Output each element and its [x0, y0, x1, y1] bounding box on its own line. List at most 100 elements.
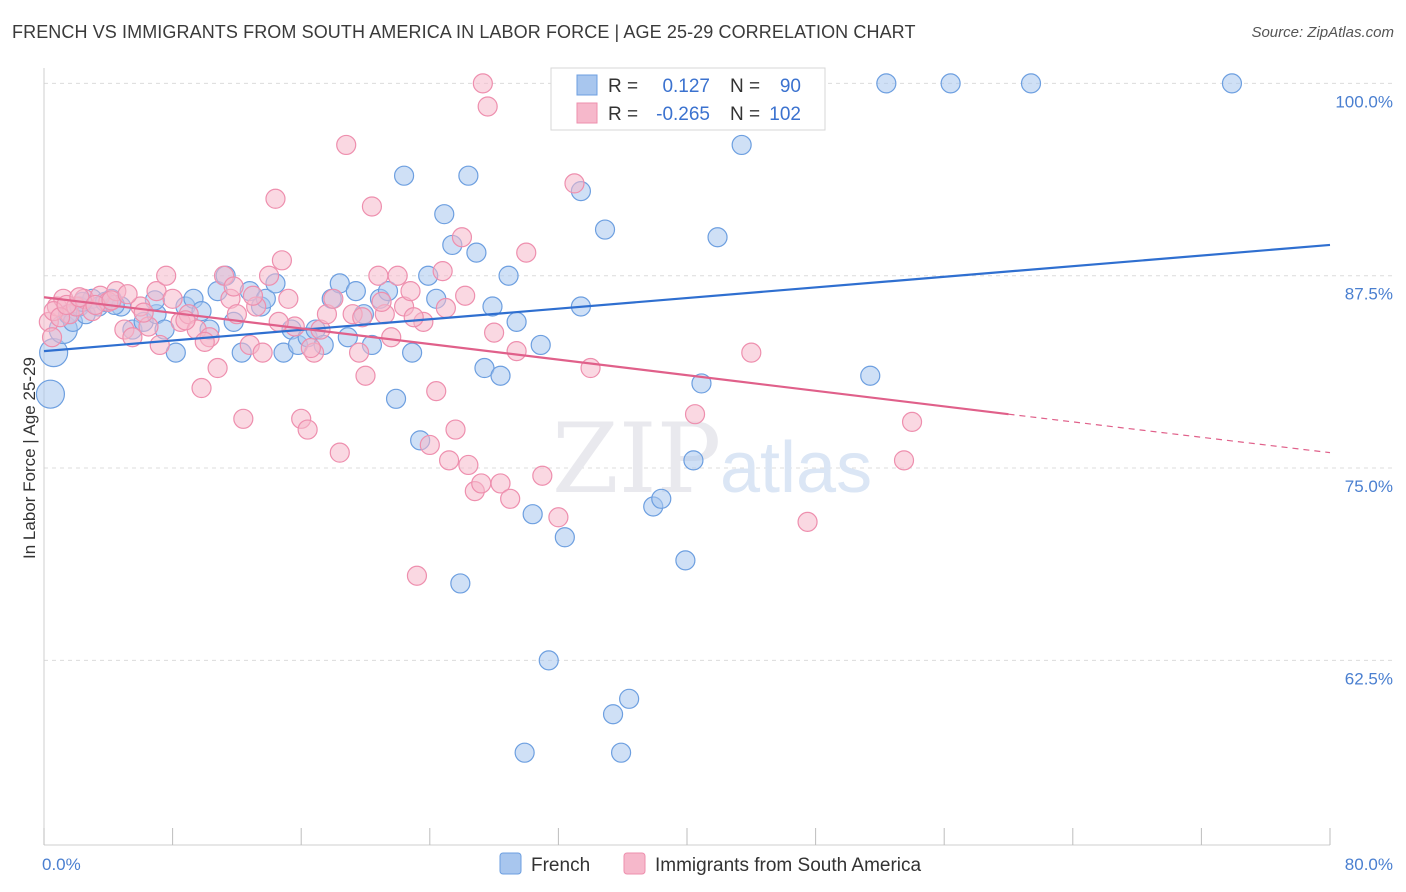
- legend-n-value-french: 90: [780, 76, 801, 97]
- x-tick-label: 0.0%: [42, 855, 81, 874]
- data-point: [506, 341, 527, 362]
- data-point: [385, 388, 407, 409]
- data-point: [797, 511, 818, 532]
- trend-line-extension: [1008, 413, 1331, 454]
- data-point: [477, 96, 498, 117]
- data-point: [258, 265, 280, 286]
- chart-title: FRENCH VS IMMIGRANTS FROM SOUTH AMERICA …: [12, 22, 916, 42]
- data-point: [41, 327, 63, 348]
- data-point: [893, 450, 915, 471]
- data-point: [435, 297, 456, 319]
- data-point: [162, 288, 183, 309]
- gridlines: [44, 82, 1392, 661]
- data-point: [403, 307, 424, 328]
- data-point: [361, 196, 383, 217]
- x-tick-label: 80.0%: [1345, 855, 1393, 874]
- data-point: [329, 442, 350, 463]
- data-point: [610, 742, 632, 763]
- y-tick-label: 62.5%: [1345, 669, 1393, 688]
- data-point: [426, 381, 447, 402]
- data-point: [472, 73, 493, 94]
- data-point: [297, 419, 318, 440]
- trend-lines: [43, 243, 1331, 454]
- data-point: [191, 377, 212, 399]
- data-point: [594, 219, 616, 240]
- data-point: [265, 188, 286, 209]
- data-point: [741, 342, 762, 363]
- data-point: [268, 311, 289, 332]
- watermark: ZIP atlas: [552, 403, 872, 515]
- data-point: [564, 173, 585, 194]
- data-point: [580, 357, 601, 379]
- data-point: [474, 357, 495, 379]
- data-point: [500, 488, 521, 509]
- y-tick-label: 75.0%: [1345, 477, 1393, 496]
- data-point: [619, 688, 640, 709]
- data-point: [602, 704, 624, 725]
- legend-swatch-immigrants: [576, 102, 598, 124]
- data-point: [484, 322, 505, 343]
- data-point: [345, 280, 366, 302]
- data-point: [1020, 73, 1042, 94]
- data-point: [940, 73, 961, 94]
- data-point: [355, 365, 376, 386]
- data-point: [455, 285, 476, 306]
- watermark-atlas: atlas: [720, 428, 872, 508]
- data-point: [438, 450, 460, 471]
- data-point: [471, 473, 492, 494]
- data-point: [242, 285, 264, 306]
- data-point: [691, 373, 712, 394]
- data-point: [538, 650, 559, 671]
- data-point: [651, 488, 672, 509]
- legend-r-label-french: R =: [608, 76, 638, 97]
- bottom-legend-swatch-immigrants: [623, 852, 646, 875]
- data-point: [252, 342, 273, 363]
- data-point: [117, 284, 138, 305]
- data-point: [149, 334, 170, 356]
- data-point: [522, 504, 543, 525]
- data-point: [419, 434, 440, 456]
- legend-r-value-immigrants: -0.265: [656, 104, 710, 125]
- data-point: [278, 288, 299, 309]
- data-point: [458, 454, 479, 476]
- data-point: [226, 304, 247, 325]
- bottom-legend-label-french: French: [531, 855, 590, 876]
- data-point: [348, 342, 370, 363]
- data-point: [434, 204, 455, 225]
- stats-legend: R = 0.127 N = 90 R = -0.265 N = 102: [550, 67, 826, 131]
- data-point: [451, 227, 473, 248]
- data-point: [336, 134, 357, 156]
- data-point: [223, 276, 244, 297]
- data-point: [731, 134, 752, 156]
- legend-n-value-immigrants: 102: [769, 104, 801, 125]
- data-point: [146, 280, 167, 302]
- data-point: [466, 242, 487, 263]
- data-point: [323, 288, 344, 309]
- data-point: [156, 265, 177, 286]
- bottom-legend-swatch-french: [499, 852, 522, 875]
- data-point: [165, 342, 186, 363]
- data-point: [482, 296, 503, 317]
- data-point: [393, 165, 415, 186]
- bottom-legend-label-immigrants: Immigrants from South America: [655, 855, 922, 876]
- data-point: [860, 365, 881, 386]
- data-point: [516, 242, 537, 263]
- data-point: [498, 265, 519, 286]
- data-point: [300, 337, 321, 359]
- data-point: [122, 327, 143, 348]
- data-point: [548, 507, 569, 528]
- trend-line: [43, 296, 1009, 416]
- trend-line: [43, 243, 1331, 353]
- data-point: [368, 265, 389, 286]
- x-tick-labels: 0.0% 80.0%: [42, 855, 1393, 874]
- data-point: [445, 419, 466, 440]
- data-point: [406, 565, 428, 586]
- data-point: [194, 331, 215, 352]
- data-point: [876, 73, 897, 94]
- data-point: [233, 408, 254, 429]
- data-point: [707, 227, 728, 248]
- data-point: [901, 411, 923, 432]
- data-point: [450, 573, 471, 594]
- data-point: [490, 473, 511, 494]
